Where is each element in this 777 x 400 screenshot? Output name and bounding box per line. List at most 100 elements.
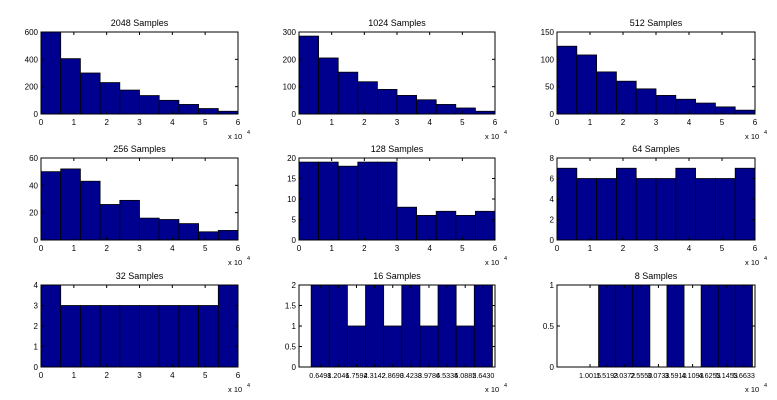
histogram-bar: [119, 305, 140, 368]
subplot-1: 2048 Samples 0 200 400 600 0 1 2 3 4 5 6 x 10 4: [25, 18, 250, 141]
x-tick-label: 0: [297, 244, 302, 253]
x-tick-label: 5: [720, 244, 725, 253]
x-axis-multiplier: x 10: [485, 385, 499, 394]
x-tick-label: 5: [460, 244, 465, 253]
histogram-bar: [318, 161, 339, 241]
histogram-bar: [715, 106, 736, 115]
x-tick-label: 4: [687, 244, 692, 253]
y-tick-label: 20: [29, 209, 38, 218]
histogram-bar: [455, 107, 476, 115]
subplot-title: 32 Samples: [116, 271, 164, 281]
histogram-bar: [437, 284, 457, 368]
x-tick-label: 5: [203, 244, 208, 253]
histogram-bar: [337, 165, 359, 241]
x-tick-label: 5.6633: [733, 371, 755, 380]
y-tick-label: 2: [34, 322, 39, 331]
y-tick-label: 2: [550, 216, 555, 225]
x-tick-label: 5: [203, 371, 208, 380]
subplot-title: 512 Samples: [630, 18, 683, 28]
x-tick-label: 1: [588, 244, 593, 253]
histogram-bar: [695, 102, 716, 115]
x-tick-label: 2: [104, 371, 109, 380]
histogram-bar: [357, 161, 378, 241]
subplot-2: 1024 Samples 0 100 200 300 0 1 2 3 4 5 6 x 10 4: [283, 18, 507, 141]
x-axis-multiplier: x 10: [485, 258, 499, 267]
histogram-bar: [60, 58, 81, 115]
y-tick-label: 200: [25, 83, 39, 92]
histogram-bar: [616, 167, 637, 241]
histogram-bar: [455, 325, 475, 368]
histogram-bar: [198, 231, 219, 241]
x-tick-label: 4.6253: [699, 371, 721, 380]
x-tick-label: 2: [362, 244, 367, 253]
x-axis-multiplier-exponent: 4: [504, 256, 507, 262]
histogram-bar: [158, 305, 180, 368]
subplot-8: 16 Samples 0 0.5 1 1.5 2 0.64981.20461.75942.3…: [285, 271, 507, 394]
histogram-bar: [596, 178, 617, 241]
histogram-bar: [655, 178, 677, 241]
histogram-bar: [666, 284, 685, 368]
histogram-bar: [435, 104, 457, 115]
x-tick-label: 3: [137, 244, 142, 253]
y-tick-label: 100: [541, 55, 555, 64]
histogram-bar: [695, 178, 716, 241]
y-tick-label: 100: [283, 83, 297, 92]
y-tick-label: 1: [292, 322, 297, 331]
y-tick-label: 20: [287, 154, 296, 163]
histogram-bar: [365, 284, 385, 368]
subplot-5: 128 Samples 0 5 10 15 20 0 1 2 3 4 5 6 x 10 4: [287, 144, 507, 267]
histogram-bar: [416, 214, 437, 241]
x-tick-label: 3: [395, 244, 400, 253]
histogram-bar: [139, 95, 160, 115]
y-tick-label: 0: [550, 110, 555, 119]
x-axis-multiplier-exponent: 4: [247, 130, 250, 136]
x-tick-label: 3.5910: [665, 371, 687, 380]
histogram-bar: [298, 35, 320, 115]
x-tick-label: 4: [170, 118, 175, 127]
x-tick-label: 6: [236, 118, 241, 127]
subplot-title: 128 Samples: [371, 144, 424, 154]
x-tick-label: 1: [72, 118, 77, 127]
x-tick-label: 1: [329, 118, 334, 127]
histogram-bar: [598, 284, 617, 368]
histogram-bar: [158, 99, 180, 115]
x-tick-label: 3.0733: [647, 371, 669, 380]
x-tick-label: 1: [588, 118, 593, 127]
x-tick-label: 2.3142: [364, 371, 386, 380]
histogram-bar: [419, 325, 439, 368]
subplot-title: 8 Samples: [635, 271, 678, 281]
x-axis-multiplier-exponent: 4: [504, 130, 507, 136]
x-axis-multiplier-exponent: 4: [247, 256, 250, 262]
histogram-bar: [40, 31, 62, 115]
x-tick-label: 3: [137, 371, 142, 380]
histogram-bar: [328, 284, 348, 368]
x-tick-label: 2.5550: [630, 371, 652, 380]
histogram-bar: [347, 325, 366, 368]
x-tick-label: 1: [72, 371, 77, 380]
histogram-bar: [675, 98, 696, 115]
x-tick-label: 6: [493, 244, 498, 253]
y-tick-label: 15: [287, 175, 296, 184]
histogram-bar: [318, 57, 339, 115]
x-tick-label: 4.5334: [436, 371, 458, 380]
x-tick-label: 3.9786: [418, 371, 440, 380]
histogram-bar: [298, 161, 320, 241]
x-tick-label: 1: [72, 244, 77, 253]
x-tick-label: 1.0015: [579, 371, 601, 380]
x-tick-label: 2.8690: [382, 371, 404, 380]
subplot-9: 8 Samples00.511.00151.51932.03722.55503.…: [543, 271, 767, 394]
histogram-bar: [178, 305, 199, 368]
x-tick-label: 6: [236, 244, 241, 253]
subplot-title: 64 Samples: [632, 144, 680, 154]
y-tick-label: 400: [25, 55, 39, 64]
histogram-bar: [435, 210, 457, 241]
x-tick-label: 3.4238: [400, 371, 422, 380]
histogram-bar: [357, 81, 378, 115]
histogram-bar: [60, 168, 81, 241]
histogram-bar: [80, 180, 101, 241]
subplot-title: 256 Samples: [113, 144, 166, 154]
x-tick-label: 0: [39, 244, 44, 253]
y-tick-label: 5: [292, 216, 297, 225]
histogram-bar: [556, 167, 578, 241]
